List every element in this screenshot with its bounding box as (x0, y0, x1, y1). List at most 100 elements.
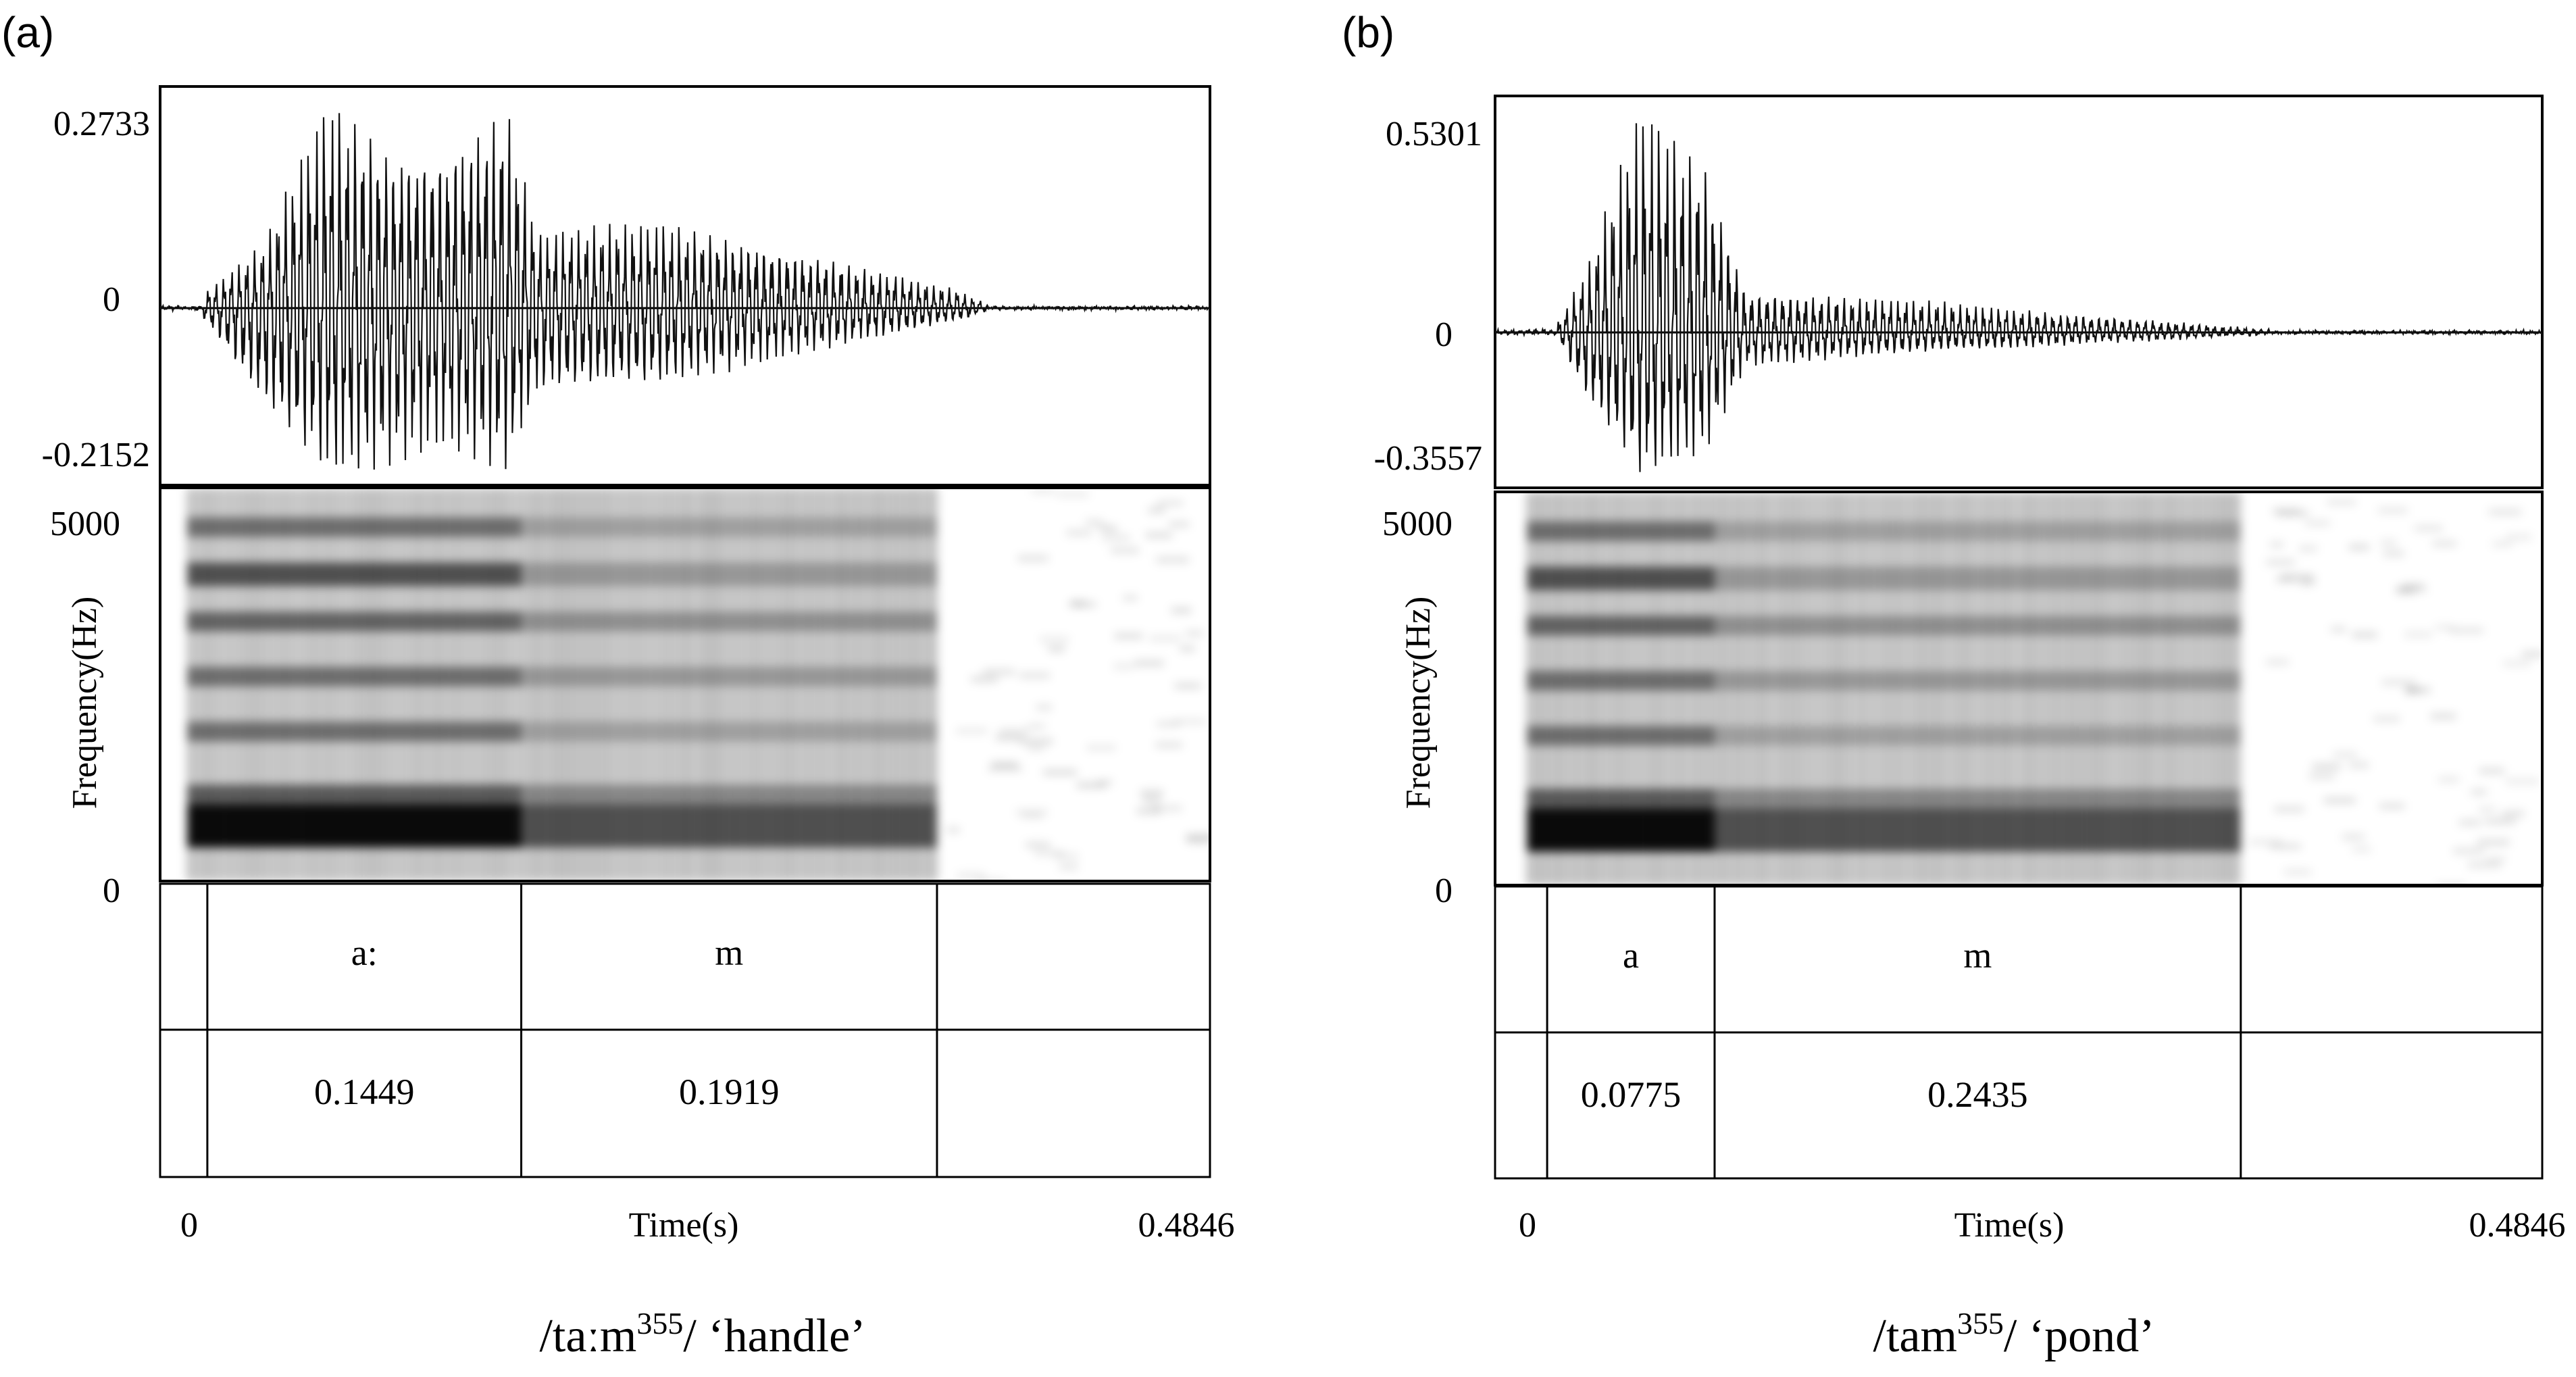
spectrogram-striation (2104, 492, 2107, 885)
spectrogram-noise (1031, 488, 1055, 494)
spectrogram-noise (1174, 683, 1201, 689)
spectrogram-striation (1740, 492, 1742, 885)
spectrogram-striation (253, 488, 256, 881)
segment-tiers: a 0.0775 m 0.2435 (1546, 886, 2242, 1178)
spectrogram-striation (326, 488, 329, 881)
spectrogram-noise (2279, 574, 2314, 580)
spectrogram-striation (1588, 492, 1590, 885)
spectrogram-striation (1582, 492, 1584, 885)
spectrogram-striation (1995, 492, 1998, 885)
spectrogram-striation (466, 488, 469, 881)
spectrogram-striation (2038, 492, 2040, 885)
panel-b-svg: (b) 0.5301 0 -0.3557 5000 0 Frequency(Hz… (1342, 8, 2566, 1362)
spectrogram-noise (1015, 809, 1048, 816)
spectrogram-striation (1612, 492, 1615, 885)
spectrogram-striation (320, 488, 323, 881)
spectrogram-noise (1099, 526, 1117, 532)
spectrogram-striation (393, 488, 396, 881)
spectrogram-striation (722, 488, 724, 881)
spectrogram-striation (904, 488, 907, 881)
spectrogram-noise (2305, 520, 2331, 526)
spectrogram-striation (1965, 492, 1967, 885)
waveform-trace (159, 113, 1211, 470)
spectrogram-striation (247, 488, 250, 881)
segment-duration: 0.0775 (1581, 1074, 1682, 1115)
spectrogram-noise (1069, 601, 1096, 607)
spectrogram-striation (1910, 492, 1913, 885)
spectrogram-noise (2309, 774, 2335, 780)
spectrogram-striation (1952, 492, 1955, 885)
spectrogram-striation (472, 488, 475, 881)
spectrogram-striation (618, 488, 621, 881)
spectrogram-striation (642, 488, 645, 881)
spectrogram-striation (1867, 492, 1870, 885)
spectrogram-striation (594, 488, 597, 881)
spectrogram-noise (2492, 541, 2512, 547)
spectrogram-striation (1983, 492, 1986, 885)
spectrogram-noise (2477, 839, 2510, 845)
spectrogram-striation (837, 488, 840, 881)
spectrogram-striation (235, 488, 238, 881)
spectrogram-striation (600, 488, 603, 881)
time-start-label: 0 (1519, 1206, 1536, 1245)
spectrogram-ymax-label: 5000 (1382, 505, 1453, 543)
spectrogram-striation (1685, 492, 1688, 885)
spectrogram-noise (1086, 745, 1116, 751)
spectrogram-striation (2165, 492, 2168, 885)
spectrogram-striation (667, 488, 670, 881)
spectrogram-striation (2062, 492, 2065, 885)
spectrogram-noise (1114, 633, 1143, 639)
spectrogram-striation (442, 488, 445, 881)
spectrogram-striation (551, 488, 554, 881)
spectrogram-noise (1173, 718, 1206, 724)
spectrogram-striation (557, 488, 560, 881)
spectrogram-striation (1691, 492, 1694, 885)
spectrogram-noise (2378, 507, 2408, 514)
spectrogram-striation (1551, 492, 1554, 885)
spectrogram-striation (709, 488, 712, 881)
spectrogram-striation (2001, 492, 2004, 885)
spectrogram-striation (1855, 492, 1858, 885)
spectrogram-striation (363, 488, 365, 881)
caption-prefix: /taːm (539, 1310, 636, 1362)
spectrogram-striation (1630, 492, 1633, 885)
spectrogram-noise (2342, 834, 2365, 840)
spectrogram-striation (563, 488, 566, 881)
spectrogram-striation (1922, 492, 1925, 885)
spectrogram-noise (1101, 534, 1130, 541)
spectrogram-striation (484, 488, 487, 881)
spectrogram-striation (2098, 492, 2101, 885)
spectrogram-noise (1157, 500, 1184, 506)
spectrogram-noise (1040, 636, 1069, 643)
spectrogram-striation (1879, 492, 1882, 885)
spectrogram-striation (205, 488, 207, 881)
spectrogram-noise (2323, 797, 2356, 803)
spectrogram-striation (503, 488, 505, 881)
spectrogram-striation (1618, 492, 1621, 885)
spectrogram-striation (880, 488, 882, 881)
spectrogram-striation (752, 488, 755, 881)
spectrogram-striation (2086, 492, 2089, 885)
spectrogram-striation (715, 488, 718, 881)
spectrogram-noise (1034, 850, 1065, 856)
spectrogram-striation (1715, 492, 1718, 885)
spectrogram-striation (211, 488, 213, 881)
spectrogram-striation (266, 488, 268, 881)
segment-label: a (1623, 935, 1639, 976)
spectrogram-noise (988, 766, 1022, 772)
spectrogram-noise (1186, 630, 1203, 636)
spectrogram-striation (624, 488, 627, 881)
spectrogram-striation (636, 488, 639, 881)
spectrogram-striation (843, 488, 846, 881)
spectrogram-striation (2220, 492, 2223, 885)
spectrogram-striation (2196, 492, 2198, 885)
spectrogram-striation (1916, 492, 1919, 885)
waveform-path (1494, 123, 2543, 472)
spectrogram-noise (991, 761, 1018, 768)
segment-label: m (715, 932, 743, 973)
spectrogram-striation (1959, 492, 1961, 885)
spectrogram-striation (1794, 492, 1797, 885)
spectrogram-striation (2007, 492, 2010, 885)
caption-superscript: 355 (636, 1306, 683, 1341)
spectrogram-image (186, 488, 1210, 881)
